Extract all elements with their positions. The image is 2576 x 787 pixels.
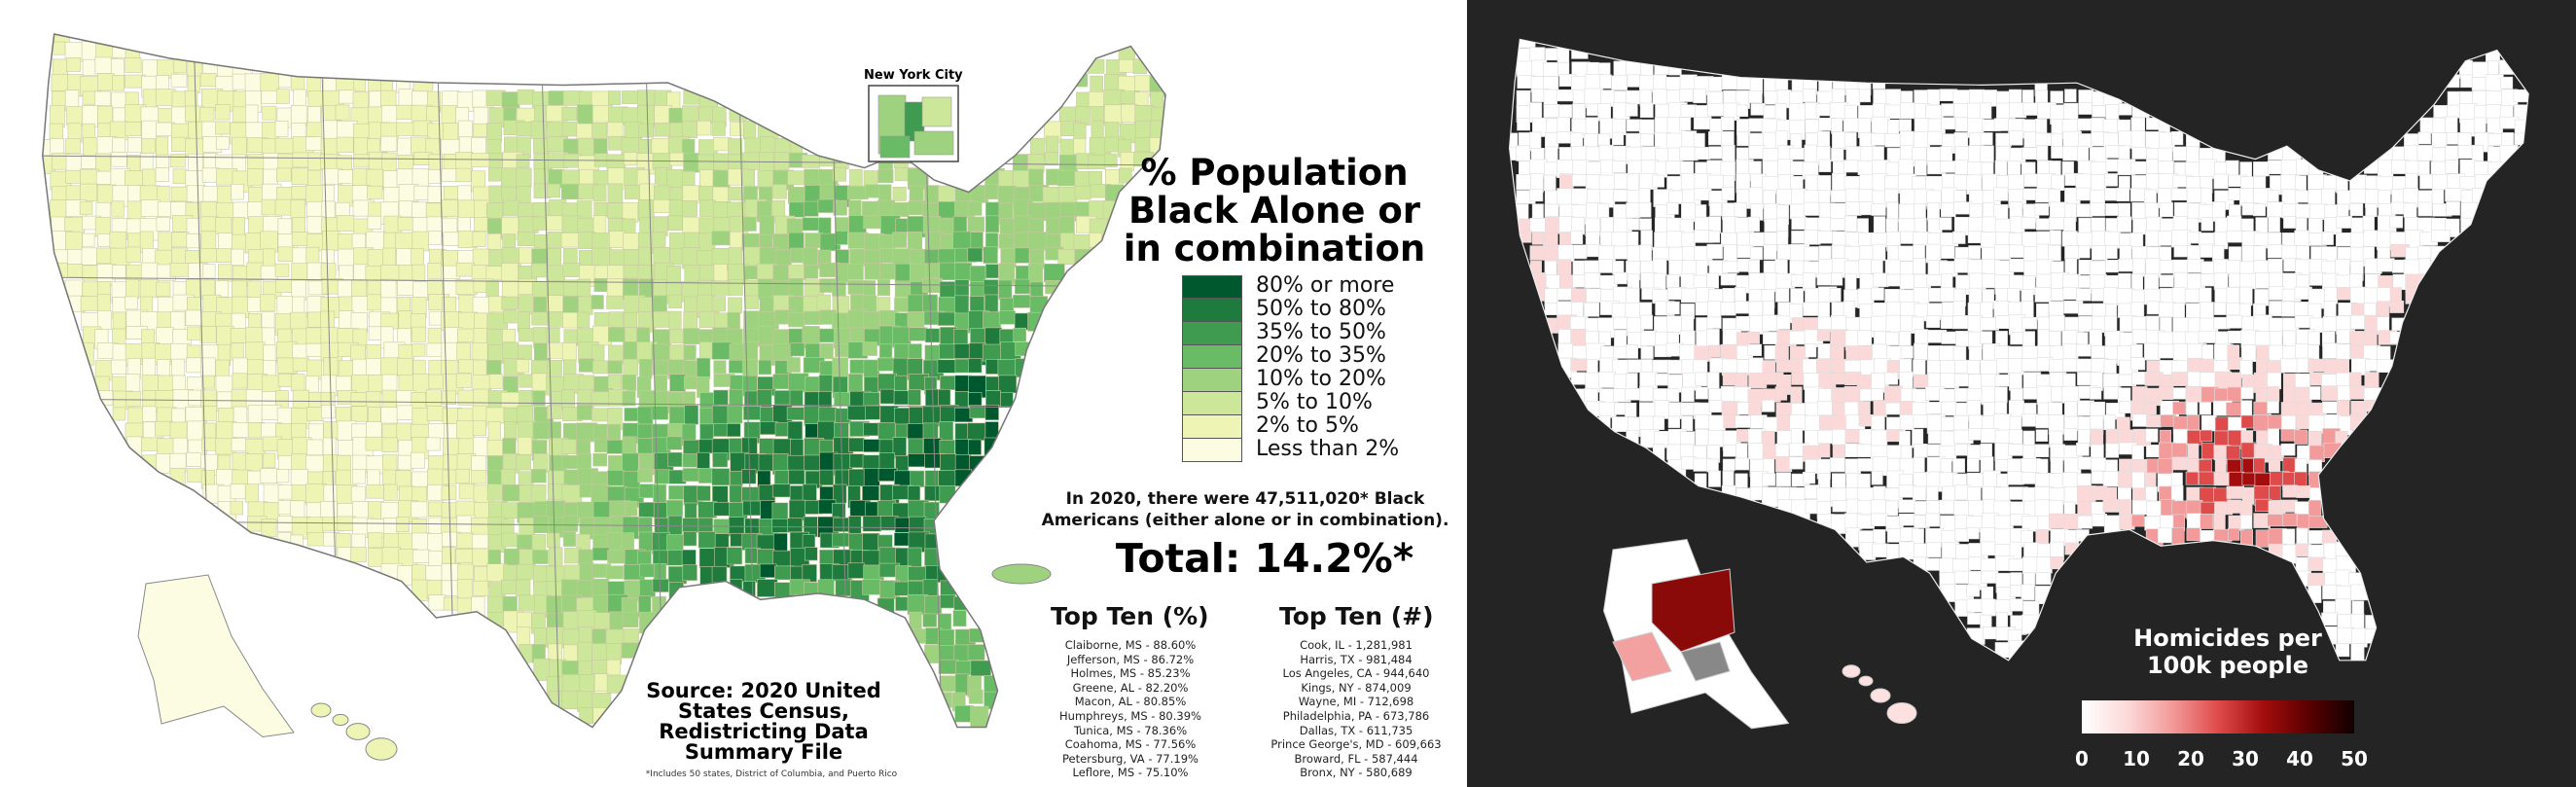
legend-swatch (1182, 369, 1242, 392)
homicide-colorbar (2082, 700, 2354, 733)
legend-label: 20% to 35% (1256, 343, 1386, 368)
legend-label: Less than 2% (1256, 437, 1400, 461)
top-ten-entry: Greene, AL - 82.20% (1072, 680, 1189, 695)
top-ten-entry: Kings, NY - 874,009 (1301, 680, 1412, 695)
top-ten-entry: Claiborne, MS - 88.60% (1064, 638, 1197, 652)
population-legend: 80% or more 50% to 80% 35% to 50% 20% to 35… (1182, 273, 1454, 462)
homicide-rate-map-panel (1467, 0, 2576, 787)
source-line: Source: 2020 United (646, 679, 881, 702)
source-line: States Census, (678, 699, 849, 723)
top-ten-entry: Macon, AL - 80.85% (1074, 695, 1187, 709)
legend-item: Less than 2% (1182, 437, 1454, 462)
legend-label: 80% or more (1256, 273, 1395, 298)
hawaii-island (1842, 664, 1861, 678)
county-layer (1509, 39, 2529, 661)
top-ten-entry: Bronx, NY - 580,689 (1300, 766, 1413, 780)
legend-title-line: % Population (1140, 152, 1409, 194)
hawaii-island (310, 702, 332, 718)
alaska-high-rate-region (1651, 568, 1735, 653)
colorbar-tick-label: 30 (2232, 747, 2259, 770)
nyc-borough (913, 130, 954, 156)
us-counties (42, 34, 1166, 728)
nyc-inset-label: New York City (864, 68, 963, 83)
hawaii-island (365, 737, 398, 761)
legend-title-line: Black Alone or (1128, 190, 1420, 232)
hawaii-island (1870, 688, 1891, 703)
alaska-shape (137, 574, 295, 738)
legend-label: 50% to 80% (1256, 297, 1386, 321)
county-layer (42, 34, 1166, 728)
top-ten-percent-list: Claiborne, MS - 88.60% Jefferson, MS - 86… (1033, 638, 1228, 780)
legend-item: 80% or more (1182, 273, 1454, 299)
summary-line: In 2020, there were 47,511,020* Black (1065, 489, 1425, 509)
legend-swatch (1182, 322, 1242, 345)
top-ten-entry: Broward, FL - 587,444 (1294, 751, 1418, 766)
top-ten-entry: Prince George's, MD - 609,663 (1270, 737, 1442, 752)
hawaii-island (1858, 675, 1874, 687)
alaska-missing-region (1680, 641, 1731, 682)
legend-swatch (1182, 299, 1242, 322)
top-ten-entry: Humphreys, MS - 80.39% (1059, 708, 1201, 723)
homicide-rate-choropleth-map (1508, 38, 2529, 730)
top-ten-entry: Philadelphia, PA - 673,786 (1282, 708, 1430, 723)
legend-title-line: in combination (1123, 228, 1426, 269)
population-summary: In 2020, there were 47,511,020* Black Am… (1012, 488, 1479, 531)
alaska-region (1612, 631, 1672, 682)
legend-label: 10% to 20% (1256, 367, 1386, 391)
black-population-choropleth-map (42, 33, 1166, 761)
legend-title: % Population Black Alone or in combinati… (1109, 154, 1440, 268)
top-ten-entry: Dallas, TX - 611,735 (1299, 723, 1413, 737)
hawaii-island (1886, 702, 1917, 724)
legend-swatch (1182, 415, 1242, 439)
top-ten-entry: Coahoma, MS - 77.56% (1064, 737, 1197, 752)
legend-item: 35% to 50% (1182, 320, 1454, 345)
top-ten-entry: Petersburg, VA - 77.19% (1062, 751, 1199, 766)
summary-line: Americans (either alone or in combinatio… (1041, 511, 1449, 530)
top-ten-entry: Tunica, MS - 78.36% (1073, 723, 1188, 737)
source-citation: Source: 2020 United States Census, Redis… (603, 681, 924, 763)
homicide-title-line: 100k people (2146, 652, 2309, 679)
source-line: Redistricting Data (659, 720, 869, 743)
homicide-legend-title: Homicides per 100k people (2072, 625, 2383, 679)
legend-label: 2% to 5% (1256, 413, 1359, 438)
total-percentage: Total: 14.2%* (1115, 535, 1414, 582)
top-ten-entry: Holmes, MS - 85.23% (1070, 666, 1191, 681)
colorbar-tick-label: 20 (2177, 747, 2204, 770)
top-ten-entry: Harris, TX - 981,484 (1300, 652, 1413, 666)
hawaii-island (345, 723, 371, 740)
hawaii-island (332, 713, 349, 727)
legend-label: 35% to 50% (1256, 320, 1386, 344)
top-ten-percent-heading: Top Ten (%) (1051, 602, 1209, 630)
legend-swatch (1182, 275, 1242, 299)
legend-item: 10% to 20% (1182, 367, 1454, 392)
homicide-title-line: Homicides per (2133, 625, 2322, 652)
top-ten-entry: Leflore, MS - 75.10% (1072, 766, 1189, 780)
legend-label: 5% to 10% (1256, 390, 1373, 414)
puerto-rico-shape (991, 563, 1052, 585)
top-ten-entry: Cook, IL - 1,281,981 (1300, 638, 1413, 652)
colorbar-tick-label: 50 (2341, 747, 2368, 770)
legend-swatch (1182, 439, 1242, 462)
colorbar-tick-label: 0 (2075, 747, 2089, 770)
top-ten-entry: Jefferson, MS - 86.72% (1066, 652, 1195, 666)
nyc-borough (921, 96, 952, 127)
top-ten-entry: Los Angeles, CA - 944,640 (1282, 666, 1430, 681)
legend-item: 50% to 80% (1182, 297, 1454, 322)
footnote: *Includes 50 states, District of Columbi… (645, 769, 898, 779)
legend-swatch (1182, 345, 1242, 369)
legend-swatch (1182, 392, 1242, 415)
top-ten-entry: Wayne, MI - 712,698 (1298, 695, 1414, 709)
colorbar-tick-label: 10 (2123, 747, 2150, 770)
top-ten-count-list: Cook, IL - 1,281,981 Harris, TX - 981,484… (1259, 638, 1453, 780)
source-line: Summary File (684, 740, 843, 764)
legend-item: 20% to 35% (1182, 343, 1454, 369)
us-counties (1509, 39, 2529, 661)
top-ten-count-heading: Top Ten (#) (1279, 602, 1434, 630)
colorbar-tick-label: 40 (2286, 747, 2313, 770)
legend-item: 5% to 10% (1182, 390, 1454, 415)
us-outline (1508, 38, 2529, 662)
legend-item: 2% to 5% (1182, 413, 1454, 439)
nyc-borough (879, 135, 911, 159)
